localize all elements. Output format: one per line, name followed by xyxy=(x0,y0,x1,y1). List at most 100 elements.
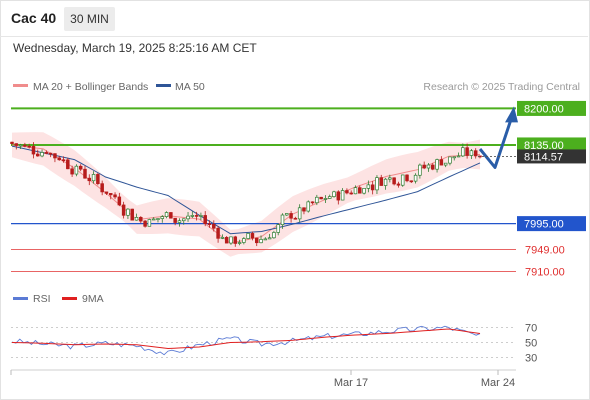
candle-bear xyxy=(143,220,147,227)
candle-bear xyxy=(465,147,469,156)
candle-bear xyxy=(212,223,216,229)
bollinger-band-area xyxy=(12,132,480,257)
candle-bear xyxy=(23,144,27,147)
candle-bull xyxy=(306,201,311,212)
candle-bear xyxy=(121,204,126,216)
candle-bull xyxy=(400,174,405,186)
level-label-box-8135-00 xyxy=(517,137,586,153)
level-label-7910-00: 7910.00 xyxy=(525,266,565,278)
candle-bear xyxy=(370,184,375,191)
rsi-tick-30: 30 xyxy=(525,353,537,365)
candle-bear xyxy=(31,146,36,155)
candle-bull xyxy=(263,238,268,241)
candle-bear xyxy=(53,153,57,159)
level-label-7949-00: 7949.00 xyxy=(525,244,565,256)
candle-bear xyxy=(109,193,113,196)
rsi-legend: RSI 9MA xyxy=(13,293,104,305)
chart-header: Cac 40 30 MIN xyxy=(0,0,588,37)
level-label-box-8200-00 xyxy=(517,100,586,116)
rsi-legend-swatch xyxy=(13,297,28,300)
candle-bear xyxy=(289,213,293,219)
candle-bull xyxy=(323,198,328,200)
candle-bear xyxy=(27,145,31,148)
candle-bull xyxy=(332,191,336,197)
current-price-box xyxy=(517,149,586,164)
candle-bull xyxy=(160,216,165,219)
candle-bull xyxy=(413,174,418,182)
candle-bear xyxy=(14,143,19,146)
rsi-ma-legend-label: 9MA xyxy=(82,293,104,305)
candle-bull xyxy=(327,196,332,199)
candle-bear xyxy=(57,157,61,161)
candle-bear xyxy=(310,201,315,204)
candle-bear xyxy=(349,192,353,195)
candle-bull xyxy=(426,164,431,169)
candle-bull xyxy=(186,215,190,220)
copyright-text: Research © 2025 Trading Central xyxy=(423,81,580,93)
candle-bear xyxy=(173,217,177,223)
candle-bull xyxy=(375,177,379,191)
candle-bear xyxy=(473,150,478,157)
candle-bull xyxy=(418,164,422,176)
price-labels: 8200.00 8135.00 7995.00 7949.00 7910.00 8114.… xyxy=(478,100,586,278)
candle-bull xyxy=(272,232,276,239)
candle-bull xyxy=(220,237,225,239)
level-label-8135-00: 8135.00 xyxy=(524,140,564,152)
candle-bull xyxy=(177,220,182,223)
candle-bull xyxy=(151,218,156,221)
candle-bear xyxy=(113,194,117,198)
candle-bull xyxy=(315,196,319,204)
candle-bull xyxy=(74,165,79,175)
candle-bear xyxy=(117,196,122,206)
x-label-mar24: Mar 24 xyxy=(481,377,515,389)
candle-bear xyxy=(422,164,426,169)
rsi-tick-70: 70 xyxy=(525,323,537,335)
candle-bear xyxy=(194,215,199,217)
candle-bull xyxy=(126,208,130,216)
candle-bear xyxy=(431,164,435,170)
ma50-line xyxy=(11,145,481,235)
candlesticks xyxy=(10,141,482,247)
rsi-ma-line xyxy=(11,328,481,350)
candle-bear xyxy=(233,236,238,244)
candle-bull xyxy=(18,144,23,147)
candle-bear xyxy=(66,159,70,170)
candle-bear xyxy=(44,152,49,154)
x-axis: Mar 17 Mar 24 xyxy=(10,369,516,389)
rsi-tick-50: 50 xyxy=(525,338,537,350)
candle-bear xyxy=(169,212,173,219)
candle-bull xyxy=(237,242,242,244)
candle-bear xyxy=(96,174,100,185)
candle-bear xyxy=(250,233,255,239)
candle-bull xyxy=(388,177,392,180)
chart-datetime: Wednesday, March 19, 2025 8:25:16 AM CET xyxy=(13,41,257,55)
candle-bear xyxy=(216,227,220,239)
candle-bull xyxy=(190,215,195,217)
x-label-mar17: Mar 17 xyxy=(334,377,368,389)
candle-bear xyxy=(358,187,362,194)
candle-bull xyxy=(285,213,289,216)
candle-bear xyxy=(302,207,306,212)
timeframe-button[interactable]: 30 MIN xyxy=(64,7,115,31)
candle-bull xyxy=(353,187,358,195)
candle-bear xyxy=(36,153,40,157)
candle-bull xyxy=(181,218,186,222)
level-label-7995-00: 7995.00 xyxy=(524,219,564,231)
candle-bull xyxy=(134,217,139,221)
rsi-pane: 70 50 30 xyxy=(11,323,537,365)
candle-bull xyxy=(435,159,439,170)
candle-bull xyxy=(164,212,169,217)
candle-bear xyxy=(100,183,104,193)
candle-bull xyxy=(259,239,263,244)
candle-bull xyxy=(448,156,452,164)
candle-bear xyxy=(409,180,414,183)
symbol-title: Cac 40 xyxy=(11,10,57,26)
candle-bull xyxy=(40,152,44,157)
candle-bull xyxy=(443,162,448,166)
candle-bull xyxy=(280,214,285,225)
price-legend: MA 20 + Bollinger Bands MA 50 Research ©… xyxy=(13,81,580,93)
candle-bull xyxy=(91,174,96,182)
candle-bear xyxy=(203,215,207,224)
candle-bear xyxy=(61,159,66,162)
